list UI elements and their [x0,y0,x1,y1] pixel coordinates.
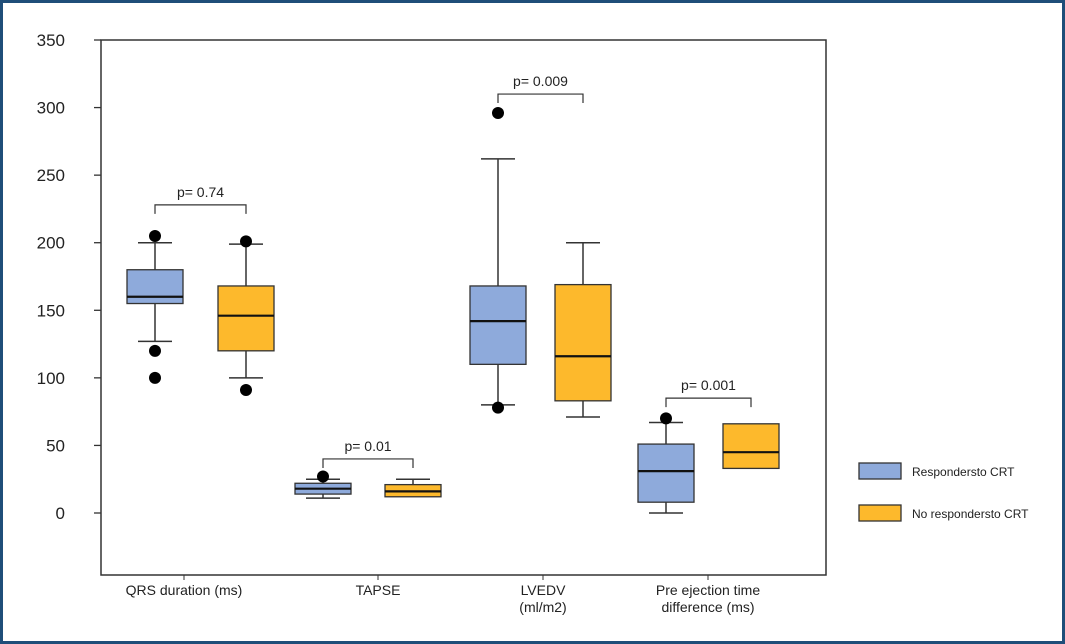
p-value-label: p= 0.74 [177,184,224,200]
legend-swatch [858,504,902,522]
box-iqr [554,283,612,402]
box-non-responders [384,478,442,498]
x-category-label: difference (ms) [661,599,754,615]
box-iqr [469,285,527,365]
box-iqr [217,285,275,352]
legend-label: Respondersto CRT [912,465,1015,479]
outlier-point [149,371,161,384]
legend-swatch [858,462,902,480]
x-category-label: LVEDV [521,582,567,598]
x-category-label: TAPSE [356,582,401,598]
p-value-bracket [665,397,752,408]
legend: Respondersto CRT No respondersto CRT [858,462,1029,522]
box-responders [126,229,184,384]
y-tick-label: 150 [37,301,65,320]
y-tick-label: 300 [37,99,65,118]
p-value-label: p= 0.001 [681,377,736,393]
outlier-point [660,412,672,425]
outlier-point [240,384,252,397]
outlier-point [317,470,329,483]
p-value-bracket [322,458,414,468]
outlier-point [492,401,504,414]
box-responders [637,412,695,514]
p-value-bracket [497,93,584,104]
box-iqr [126,269,184,305]
box-non-responders [217,235,275,397]
box-iqr [637,443,695,503]
outlier-point [492,106,504,119]
box-responders [294,470,352,499]
box-non-responders [722,423,780,470]
p-value-bracket [154,204,247,214]
box-responders [469,106,527,414]
plot-frame [100,39,827,576]
y-tick-label: 100 [37,369,65,388]
y-tick-label: 50 [46,436,65,455]
category-group-2: p= 0.009 LVEDV(ml/m2) [469,73,612,615]
category-group-0: p= 0.74 QRS duration (ms) [126,184,275,598]
p-value-label: p= 0.009 [513,73,568,89]
box-iqr [722,423,780,470]
category-group-1: p= 0.01 TAPSE [294,438,442,598]
outlier-point [149,229,161,242]
boxplot-chart: 0 50 100 150 200 250 300 350 p= 0.74 QRS duration… [37,31,1030,615]
y-tick-label: 0 [56,504,65,523]
y-tick-label: 250 [37,166,65,185]
p-value-label: p= 0.01 [344,438,391,454]
y-tick-label: 350 [37,31,65,50]
y-tick-label: 200 [37,234,65,253]
box-non-responders [554,241,612,418]
outlier-point [149,344,161,357]
x-category-label: Pre ejection time [656,582,760,598]
outlier-point [240,235,252,248]
x-category-label: (ml/m2) [519,599,566,615]
legend-label: No respondersto CRT [912,507,1029,521]
x-category-label: QRS duration (ms) [126,582,243,598]
